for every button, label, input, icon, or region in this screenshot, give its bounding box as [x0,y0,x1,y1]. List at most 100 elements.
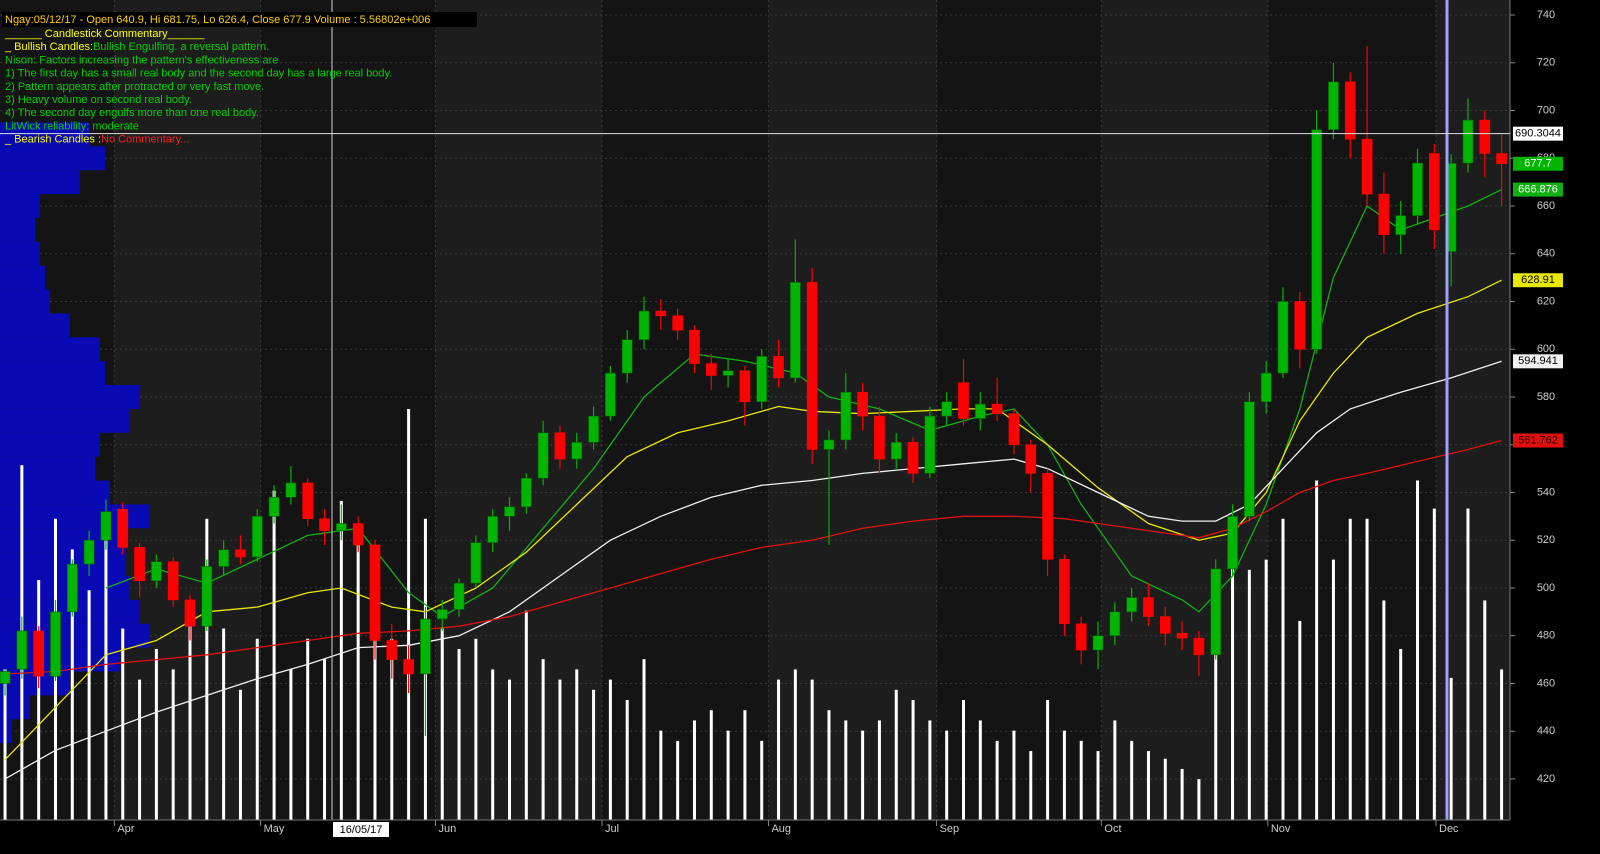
candle-body [336,523,347,531]
month-band [1101,0,1268,820]
volume-profile-bar [0,504,150,529]
price-tag-box [1513,354,1563,369]
candle-body [1277,301,1289,374]
volume-bar [1163,758,1167,820]
candle-body [167,561,179,601]
volume-bar [407,409,411,820]
candle-body [33,630,45,677]
volume-bar [1247,569,1251,820]
candle-body [420,618,431,675]
month-band [768,0,937,820]
y-tick-label: 460 [1537,677,1555,689]
volume-profile-bar [0,241,40,266]
candle-body [588,415,599,443]
candle-body [504,506,515,517]
volume-bar [205,518,209,820]
y-tick-label: 600 [1537,343,1555,355]
candle-body [1092,635,1104,651]
volume-profile-bar [0,146,105,171]
crosshair-date: 16/05/17 [340,824,383,836]
moving-average [4,360,1502,780]
volume-bar [1012,730,1016,820]
volume-bar [1483,600,1487,820]
volume-bar [491,669,495,820]
candle-body [1378,193,1390,235]
candle-body [184,599,196,627]
volume-profile-bar [0,576,130,600]
volume-bar [1130,740,1134,820]
volume-bar [524,610,528,820]
candle-body [151,561,162,582]
volume-bar [457,648,461,820]
volume-bar [1062,730,1066,820]
volume-bar [356,539,360,820]
volume-bar [188,620,192,820]
month-band [435,0,602,820]
volume-bar [1214,620,1218,820]
volume-bar [507,679,511,820]
candle-body [1344,81,1356,140]
candle-body [1143,597,1154,617]
y-tick-label: 480 [1537,630,1555,642]
candle-body [386,640,398,660]
volume-bar [625,700,629,820]
moving-average [4,439,1502,675]
volume-bar [37,580,41,820]
volume-bar [894,689,898,820]
volume-bar [323,659,327,820]
volume-bar [928,720,932,820]
volume-profile-bar [0,313,70,338]
candle-body [66,563,78,613]
candle-body [83,539,95,565]
candle-body [1210,568,1222,656]
price-tag-box [1513,433,1563,448]
price-tag-box [1513,156,1563,171]
volume-bar [978,720,982,820]
candle-body [537,432,549,479]
y-tick-label: 500 [1537,582,1555,594]
candle-body [1395,215,1407,235]
volume-bar [844,720,848,820]
volume-profile-bar [0,289,50,314]
commentary-line: _ Bullish Candles:Bullish Engulfing. a r… [4,41,269,53]
candle-body [1294,301,1306,350]
candle-body [554,432,566,460]
candle-body [974,403,986,419]
volume-bar [1046,700,1050,820]
price-tag: 666.876 [1518,184,1558,196]
x-tick-label: Aug [771,823,791,835]
volume-bar [1197,779,1201,820]
candle-body [100,511,112,541]
volume-bar [390,638,394,820]
volume-bar [1466,508,1470,820]
candle-body [1328,81,1339,130]
volume-bar [1399,648,1403,820]
volume-bar [945,730,949,820]
volume-bar [339,500,343,820]
candle-body [840,391,852,441]
candle-body [1412,162,1423,216]
candle-body [1126,597,1138,613]
volume-bar [1432,508,1436,820]
candle-body [1075,623,1087,651]
candle-body [218,549,229,567]
y-axis-panel [1510,0,1600,854]
header: Ngay:05/12/17 - Open 640.9, Hi 681.75, L… [5,14,430,26]
candle-body [1361,138,1373,195]
volume-bar [659,730,663,820]
volume-bar [1029,751,1033,820]
volume-bar [676,740,680,820]
x-tick-label: Sep [940,823,960,835]
commentary-segment: 4) The second day engulfs more than one … [5,107,259,119]
volume-bar [1331,559,1335,820]
candle-body [487,516,499,543]
volume-bar [709,710,713,820]
y-tick-label: 660 [1537,200,1555,212]
volume-bar [827,710,831,820]
commentary-line: _ Bearish Candles :No Commentary... [4,134,189,146]
candle-body [571,442,583,460]
volume-bar [171,669,175,820]
commentary-segment: No Commentary... [101,134,189,146]
y-tick-label: 540 [1537,486,1555,498]
candle-body [453,582,465,610]
